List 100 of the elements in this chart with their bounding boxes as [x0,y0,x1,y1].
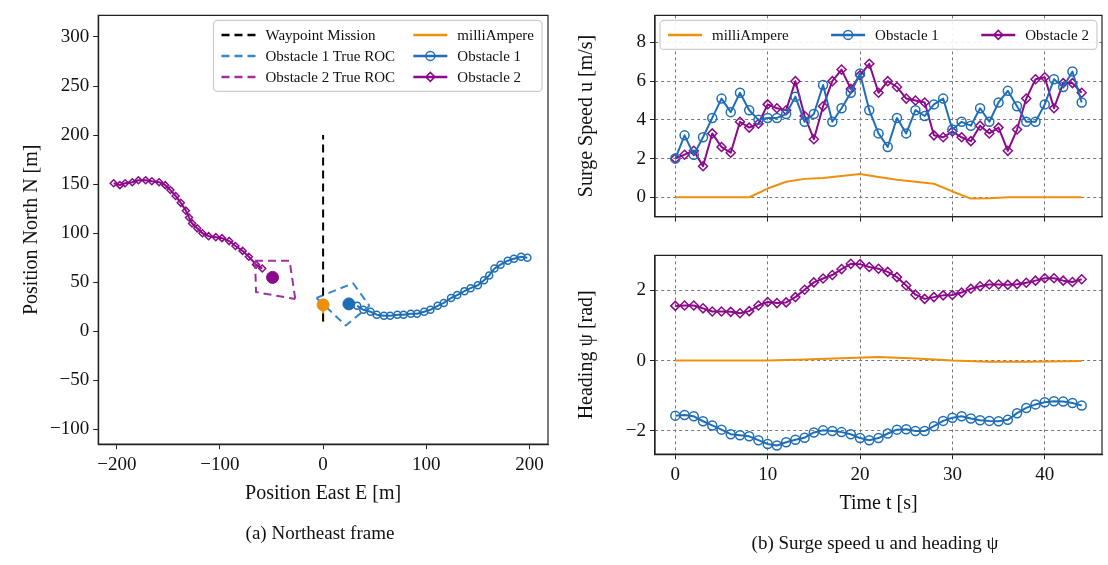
point [359,305,368,315]
point [697,161,709,172]
point [937,93,949,104]
point [817,425,829,436]
point [873,128,884,139]
point [679,149,690,160]
point [1011,278,1023,290]
point [679,300,690,311]
point [109,178,118,188]
point [1048,73,1060,85]
point [716,424,727,435]
text: (b) Surge speed u and heading ψ [750,532,1000,554]
x-tick-label: −100 [200,452,240,474]
point [762,438,773,450]
x-tick-label: 10 [758,462,778,484]
point [697,303,709,314]
y-axis-title: Position North N [m] [19,144,42,316]
point [316,298,330,312]
point [171,191,180,201]
point [845,428,857,440]
y-axis-title: Heading ψ [rad] [574,290,598,420]
point [984,415,995,427]
point [1057,81,1069,93]
legend-label: Obstacle 1 [875,26,939,43]
point [827,116,838,128]
point [910,104,921,116]
point [193,224,202,233]
point [725,106,736,118]
point [697,415,709,427]
point [372,310,381,319]
point [1002,414,1014,426]
point [1030,73,1041,85]
point [753,434,764,446]
point [115,180,125,190]
point [753,300,764,311]
point [446,293,456,303]
point [1021,93,1032,104]
legend-label: Waypoint Mission [265,26,377,43]
point [864,434,875,446]
point [523,253,532,263]
point [217,233,227,243]
point [734,87,746,99]
point [516,252,526,262]
point [956,132,967,143]
point [141,176,150,185]
point [845,87,857,99]
point [836,103,847,114]
point [937,415,949,427]
point [762,112,773,124]
point [753,118,764,129]
point [827,425,838,437]
point [993,122,1004,133]
point [1002,145,1014,157]
point [679,409,690,421]
point [1030,399,1041,410]
point [1021,277,1032,288]
point [366,307,375,316]
point [845,258,857,270]
point [956,116,967,128]
point [198,228,207,238]
point [707,128,718,139]
legend-label: milliAmpere [457,26,535,43]
point [734,116,746,128]
y-tick-label: 2 [636,278,646,300]
point [433,301,442,311]
point [974,103,986,114]
point [707,112,718,124]
point [379,311,389,320]
point [181,206,191,215]
point [919,293,930,305]
point [1039,397,1050,408]
point [670,410,681,421]
y-tick-label: 8 [636,30,646,52]
point [734,430,746,441]
point [762,99,773,110]
point [900,424,912,435]
point [725,147,736,159]
point [1039,272,1050,284]
point [790,91,801,102]
x-tick-label: 0 [318,452,328,474]
point [460,286,469,296]
point [965,283,977,294]
point [352,301,362,311]
point [1067,397,1078,409]
y-axis-title: Surge Speed u [m/s] [574,34,598,198]
point [891,112,903,124]
point [466,283,475,293]
point [251,260,261,269]
point [688,145,700,157]
point [780,297,792,308]
y-tick-label: 150 [60,172,90,194]
point [956,411,967,422]
point [910,289,921,300]
y-tick-label: 4 [636,107,647,129]
point [937,290,949,301]
point [479,276,489,285]
point [1021,402,1032,414]
point [836,426,847,438]
y-tick-label: −50 [59,368,90,390]
point [154,177,164,187]
